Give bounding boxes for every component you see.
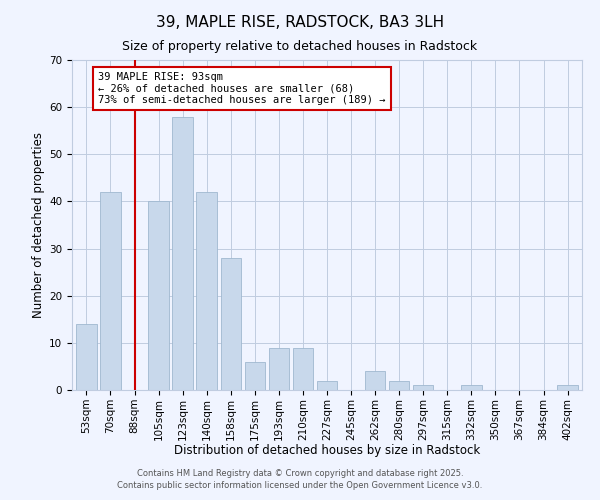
Bar	[196, 192, 217, 390]
Bar	[317, 380, 337, 390]
Bar	[76, 324, 97, 390]
Bar	[245, 362, 265, 390]
Y-axis label: Number of detached properties: Number of detached properties	[32, 132, 45, 318]
Text: 39, MAPLE RISE, RADSTOCK, BA3 3LH: 39, MAPLE RISE, RADSTOCK, BA3 3LH	[156, 15, 444, 30]
Text: 39 MAPLE RISE: 93sqm
← 26% of detached houses are smaller (68)
73% of semi-detac: 39 MAPLE RISE: 93sqm ← 26% of detached h…	[98, 72, 386, 105]
Bar	[413, 386, 433, 390]
Text: Size of property relative to detached houses in Radstock: Size of property relative to detached ho…	[122, 40, 478, 53]
Bar	[365, 371, 385, 390]
Bar	[389, 380, 409, 390]
Text: Contains HM Land Registry data © Crown copyright and database right 2025.
Contai: Contains HM Land Registry data © Crown c…	[118, 469, 482, 490]
Bar	[148, 202, 169, 390]
Bar	[269, 348, 289, 390]
Bar	[557, 386, 578, 390]
Bar	[293, 348, 313, 390]
Bar	[221, 258, 241, 390]
Bar	[461, 386, 482, 390]
Bar	[100, 192, 121, 390]
X-axis label: Distribution of detached houses by size in Radstock: Distribution of detached houses by size …	[174, 444, 480, 457]
Bar	[172, 116, 193, 390]
